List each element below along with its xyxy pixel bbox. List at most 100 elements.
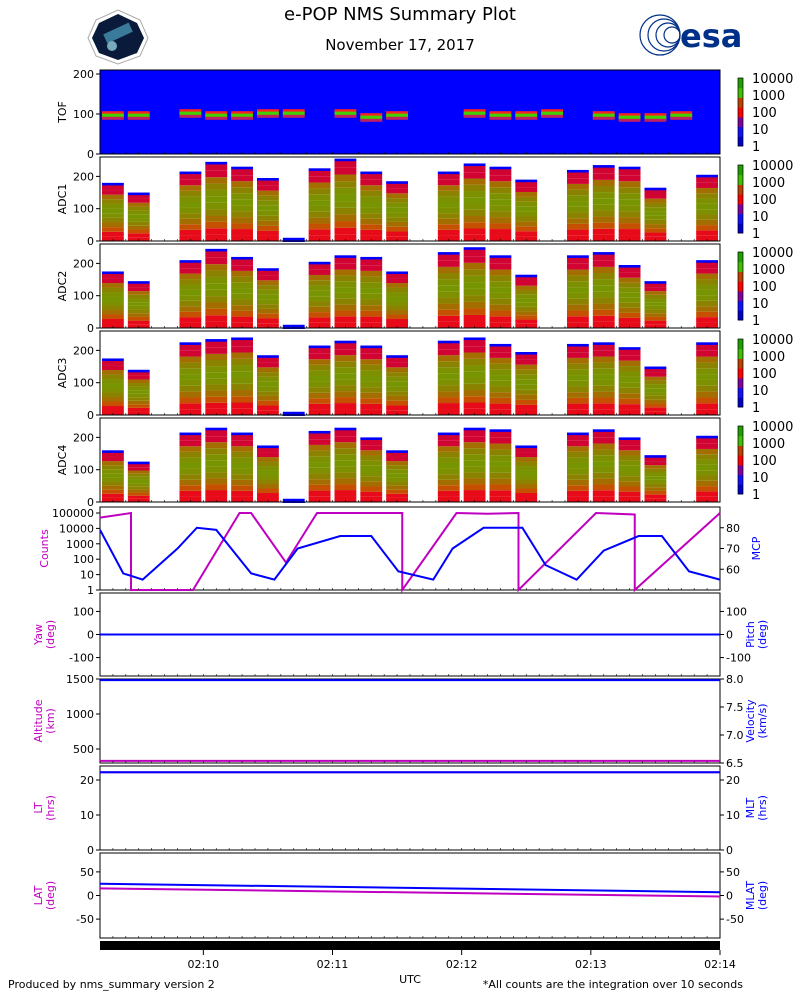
adc-bin: [618, 297, 641, 303]
adc-bin: [179, 235, 202, 241]
adc-bin: [360, 409, 383, 415]
adc-bin: [308, 296, 331, 302]
adc-bin: [179, 490, 202, 497]
adc-bin: [257, 484, 279, 489]
colorbar-tick-label: 10000: [752, 246, 793, 261]
adc-bin: [231, 402, 253, 409]
adc-bin: [386, 202, 408, 208]
adc-bin: [179, 185, 202, 191]
adc-bin: [102, 477, 124, 482]
adc-bin: [696, 491, 718, 497]
y-tick-label-right: 20: [726, 774, 740, 787]
adc-bin: [592, 272, 615, 280]
adc-bin: [205, 396, 228, 403]
adc-bin: [463, 314, 486, 322]
adc-bin: [127, 479, 150, 484]
adc-cap: [360, 437, 383, 441]
adc-bin: [437, 462, 460, 469]
adc-bin: [360, 270, 383, 277]
adc-bin: [334, 391, 357, 398]
adc-bin: [127, 470, 150, 474]
adc-bin: [644, 376, 667, 381]
adc-bin: [127, 383, 150, 387]
y-tick-label: 0: [87, 890, 94, 903]
adc-bin: [257, 372, 279, 377]
adc-bin: [127, 386, 150, 391]
y-axis-label-left: Counts: [38, 529, 51, 568]
adc-cap: [592, 252, 615, 256]
esa-logo-text: esa: [680, 17, 742, 55]
adc-bin: [257, 270, 279, 276]
line-panel-0: 1 10 100 1000 10000 100000 60 70 80: [52, 506, 740, 597]
adc-bin: [231, 462, 253, 469]
adc-bin: [463, 472, 486, 479]
adc-bin: [231, 187, 253, 194]
adc-bin: [437, 385, 460, 392]
adc-bin: [205, 341, 228, 348]
adc-bin: [437, 440, 460, 447]
adc-bin: [257, 362, 279, 368]
adc-bin: [515, 404, 538, 410]
adc-bin: [515, 306, 538, 312]
adc-bin: [592, 222, 615, 229]
adc-bin: [360, 282, 383, 289]
colorbar-tick-label: 1: [752, 227, 760, 242]
adc-bin: [257, 470, 279, 476]
adc-bin: [231, 390, 253, 397]
adc-bin: [205, 321, 228, 328]
adc-bin: [386, 296, 408, 302]
adc-bin: [515, 315, 538, 320]
adc-bin: [308, 280, 331, 286]
tof-band: [644, 115, 667, 121]
adc-bin: [360, 476, 383, 482]
adc-bin: [463, 321, 486, 328]
adc-bin: [308, 301, 331, 307]
adc-bin: [179, 317, 202, 323]
tof-band: [179, 111, 202, 117]
adc-bin: [489, 369, 512, 376]
adc-bin: [257, 225, 279, 231]
adc-bin: [592, 443, 615, 450]
panel-background: [100, 331, 720, 415]
adc-bin: [567, 212, 589, 219]
series-line-counts: [99, 511, 721, 594]
adc-bin: [179, 207, 202, 214]
adc-bin: [102, 185, 124, 191]
adc-bin: [567, 397, 589, 404]
y-tick-label: 200: [73, 431, 94, 444]
adc-bin: [644, 490, 667, 495]
adc-bin: [567, 346, 589, 353]
adc-bin: [567, 352, 589, 358]
adc-bin: [618, 181, 641, 188]
adc-bin: [437, 315, 460, 322]
adc-cap: [205, 161, 228, 165]
adc-bin: [515, 354, 538, 360]
adc-bin: [489, 431, 512, 438]
adc-bin: [334, 187, 357, 195]
tof-band: [205, 113, 228, 119]
adc-bin: [515, 359, 538, 365]
y-tick-label: 500: [73, 743, 94, 756]
adc-bin: [386, 292, 408, 297]
y-tick-label: 100: [73, 464, 94, 477]
adc-bin: [515, 319, 538, 324]
adc-bin: [102, 190, 124, 195]
adc-bin: [102, 194, 124, 200]
adc-bin: [489, 235, 512, 241]
adc-cap: [308, 345, 331, 349]
adc-bin: [618, 211, 641, 218]
adc-bin: [334, 343, 357, 350]
adc-bin: [696, 225, 718, 231]
adc-bin: [102, 203, 124, 209]
colorbar-tick-label: 1: [752, 140, 760, 155]
adc-bin: [334, 430, 357, 437]
adc-bin: [334, 454, 357, 461]
colorbar-swatch: [738, 339, 743, 350]
adc-bin: [360, 235, 383, 241]
tof-band: [360, 115, 383, 121]
adc-bin: [102, 379, 124, 384]
adc-bin: [644, 211, 667, 216]
colorbar-swatch: [738, 174, 743, 185]
colorbar-swatch: [738, 223, 743, 234]
tof-band: [489, 116, 512, 120]
